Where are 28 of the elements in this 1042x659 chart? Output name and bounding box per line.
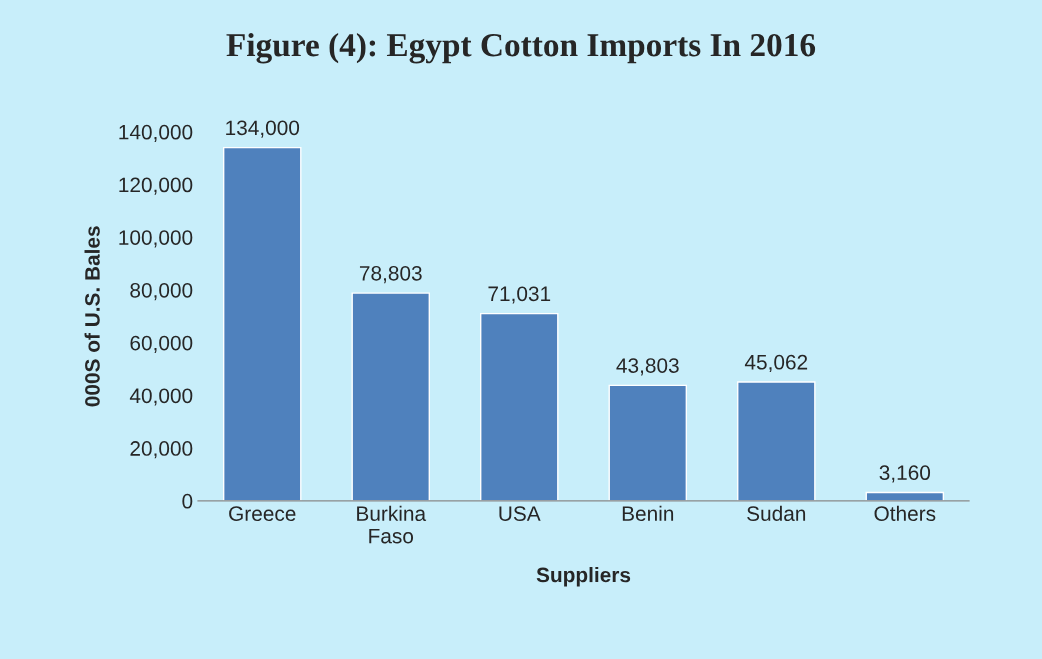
bar (608, 384, 688, 501)
chart-title: Figure (4): Egypt Cotton Imports In 2016 (226, 32, 816, 64)
x-tick-label: Burkina Faso (357, 505, 427, 544)
x-tick-label: USA (499, 506, 541, 521)
y-tick-label: 120,000 (119, 177, 193, 195)
y-tick-label: 20,000 (130, 441, 193, 459)
data-label: 3,160 (879, 465, 931, 483)
x-axis-title: Suppliers (536, 567, 631, 587)
bar (351, 292, 430, 501)
y-axis-title: 000S of U.S. Bales (84, 226, 100, 407)
bar (737, 381, 816, 501)
y-tick-label: 80,000 (130, 282, 193, 301)
y-tick-label: 140,000 (119, 124, 193, 143)
y-tick-label: 100,000 (119, 230, 193, 248)
x-tick-label: Others (874, 505, 936, 521)
data-label: 78,803 (359, 265, 422, 284)
data-label: 45,062 (744, 354, 808, 373)
bar (480, 312, 559, 501)
bar (222, 146, 302, 501)
y-tick-label: 0 (182, 493, 193, 509)
y-tick-label: 40,000 (129, 388, 193, 406)
x-tick-label: Benin (622, 505, 674, 521)
x-tick-label: Sudan (747, 505, 806, 521)
data-label: 134,000 (226, 120, 300, 138)
data-label: 43,803 (616, 358, 679, 376)
x-tick-label: Greece (229, 506, 296, 521)
y-tick-label: 60,000 (130, 335, 193, 353)
data-label: 71,031 (488, 286, 551, 304)
